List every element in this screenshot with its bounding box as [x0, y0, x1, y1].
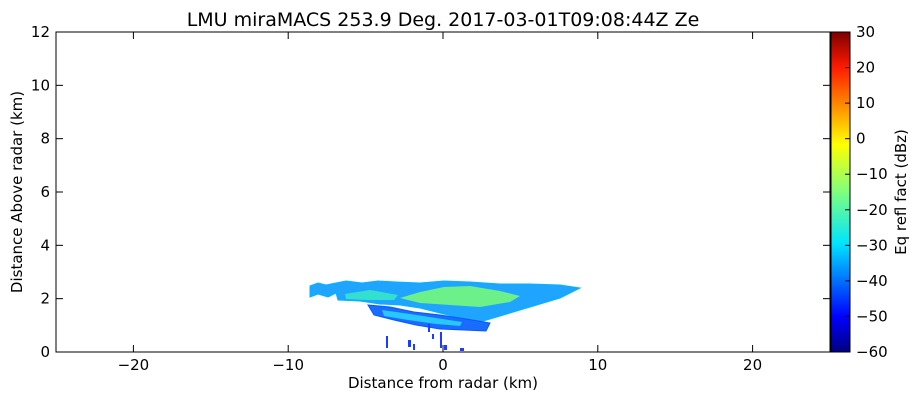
x-tick-label: 10 — [588, 356, 607, 374]
y-tick-label: 2 — [40, 290, 50, 308]
x-tick-label: −20 — [118, 356, 150, 374]
colorbar-tick-label: −10 — [856, 165, 888, 183]
radar-echo — [309, 280, 582, 351]
colorbar-tick-label: −40 — [856, 272, 888, 290]
x-tick-label: −10 — [272, 356, 304, 374]
colorbar-tick-label: 10 — [856, 94, 875, 112]
y-tick-label: 0 — [40, 343, 50, 361]
chart-title: LMU miraMACS 253.9 Deg. 2017-03-01T09:08… — [187, 9, 700, 31]
colorbar-tick-label: −60 — [856, 343, 888, 361]
y-tick-label: 10 — [31, 76, 50, 94]
echo-lower-band — [382, 310, 462, 326]
y-tick-label: 6 — [40, 183, 50, 201]
echo-ground-speckle — [386, 324, 464, 351]
y-tick-label: 4 — [40, 236, 50, 254]
colorbar-tick-label: 0 — [856, 130, 866, 148]
echo-upper-core — [400, 286, 520, 307]
y-tick-label: 12 — [31, 23, 50, 41]
colorbar-tick-label: −30 — [856, 236, 888, 254]
x-axis-label: Distance from radar (km) — [348, 374, 538, 392]
y-axis-ticks: 0 2 4 6 8 10 12 — [31, 23, 830, 361]
y-tick-label: 8 — [40, 130, 50, 148]
x-tick-label: 20 — [743, 356, 762, 374]
x-tick-label: 0 — [438, 356, 448, 374]
colorbar-tick-label: −50 — [856, 307, 888, 325]
y-axis-label: Distance Above radar (km) — [8, 91, 26, 293]
colorbar-label: Eq refl fact (dBz) — [892, 129, 910, 255]
colorbar-tick-label: −20 — [856, 201, 888, 219]
x-axis-ticks: −20 −10 0 10 20 — [118, 32, 762, 374]
colorbar-tick-label: 20 — [856, 59, 875, 77]
echo-upper-mid — [345, 290, 398, 300]
colorbar-ticks: 30 20 10 0 −10 −20 −30 −40 −50 −60 — [845, 23, 888, 361]
colorbar-tick-label: 30 — [856, 23, 875, 41]
colorbar — [830, 31, 851, 353]
